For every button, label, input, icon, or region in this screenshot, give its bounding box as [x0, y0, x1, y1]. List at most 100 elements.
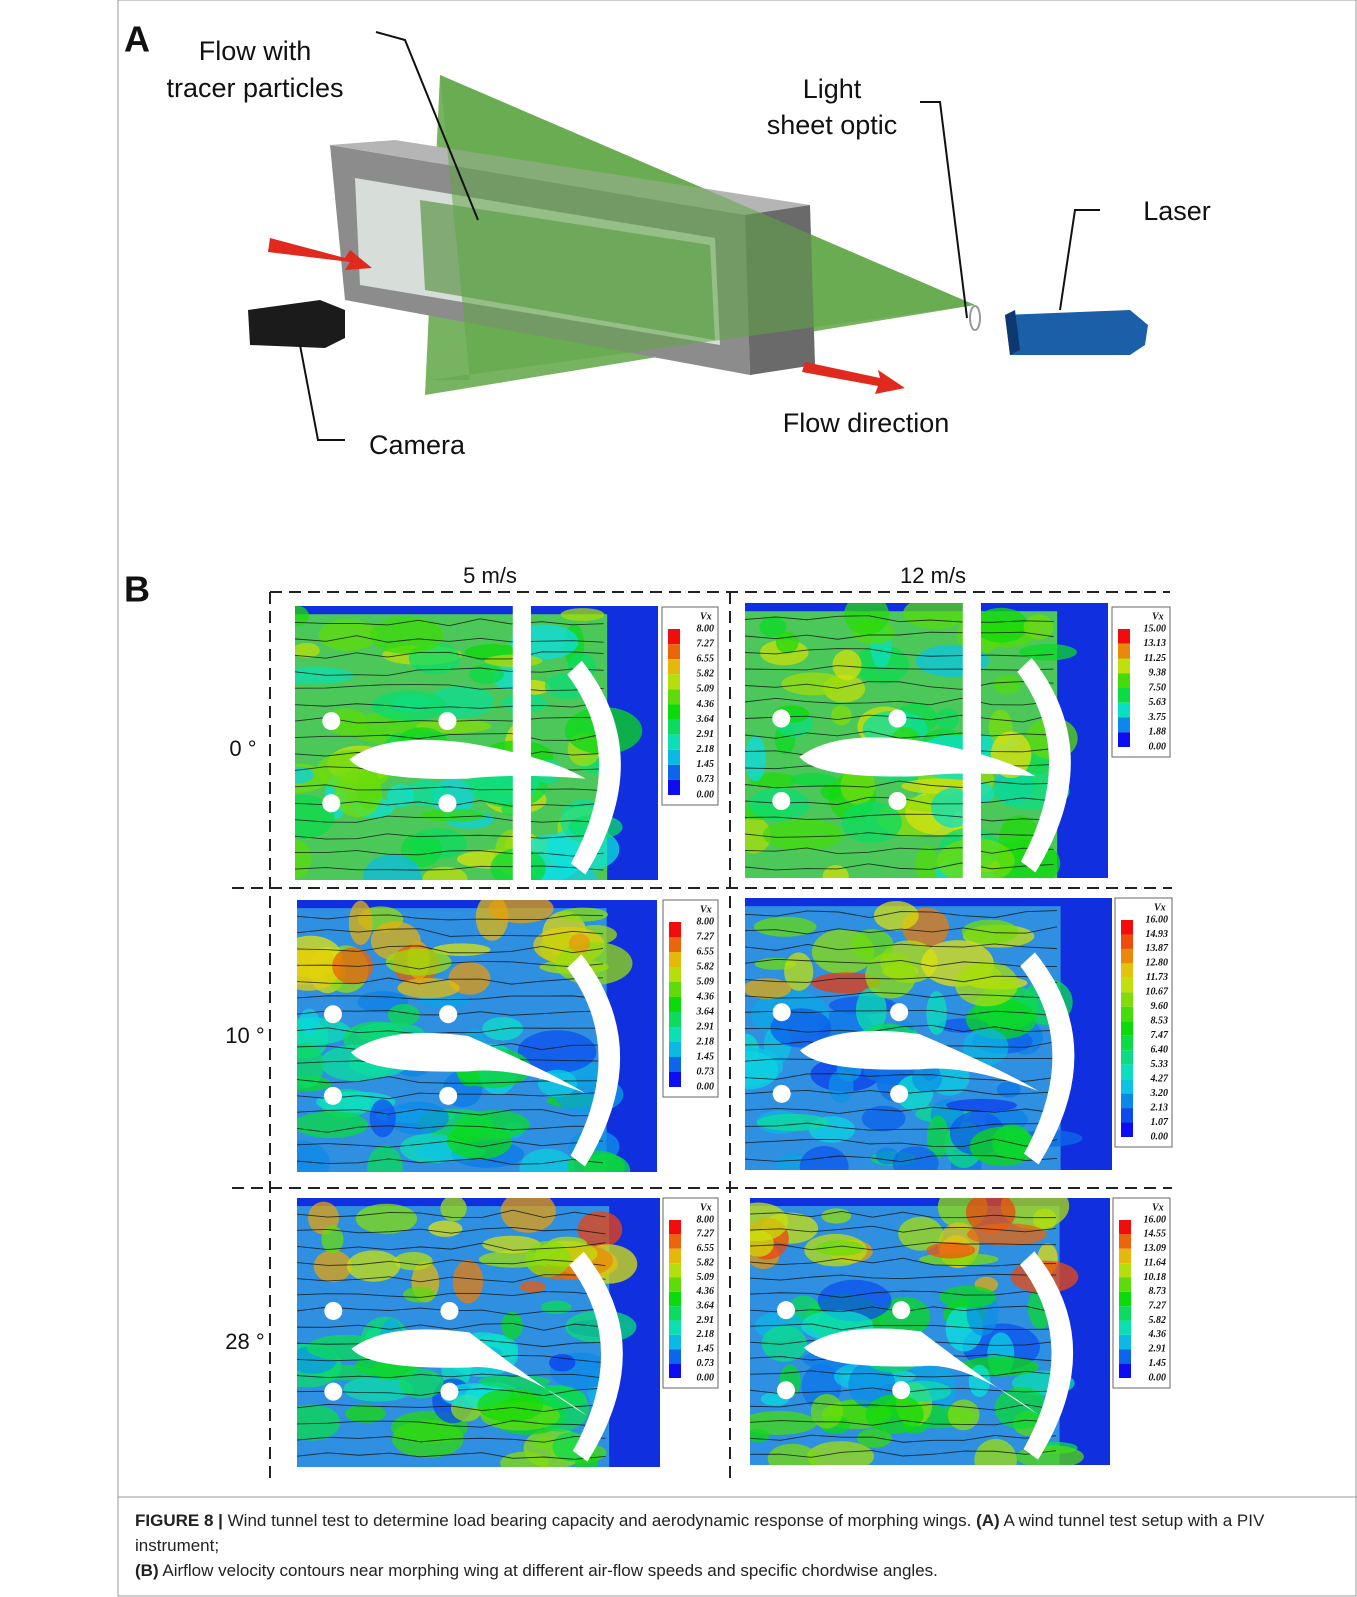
contour-blob: [745, 735, 766, 781]
colorbar-tick-label: 14.55: [1144, 1229, 1167, 1240]
row-label: 28 °: [225, 1329, 264, 1354]
contour-blob: [363, 854, 421, 897]
contour-blob: [541, 1301, 572, 1314]
contour-blob: [345, 1404, 386, 1422]
colorbar-tick-label: 5.09: [697, 684, 715, 695]
contour-blob: [453, 1260, 483, 1304]
contour-blob: [776, 631, 799, 653]
support-pin: [890, 1085, 908, 1103]
colorbar-swatch: [1121, 978, 1133, 992]
contour-blob: [370, 1099, 396, 1137]
contour-blob: [948, 1400, 980, 1431]
contour-field: [707, 898, 1112, 1188]
colorbar-title: Vx: [700, 611, 712, 622]
support-pin: [324, 1005, 342, 1023]
contour-field: [273, 1190, 660, 1480]
colorbar-swatch: [669, 937, 681, 952]
support-pin: [772, 792, 790, 810]
colorbar-tick-label: 11.25: [1144, 653, 1166, 664]
colorbar-swatch: [1121, 992, 1133, 1006]
colorbar-swatch: [1121, 920, 1133, 934]
contour-blob: [525, 1241, 570, 1277]
colorbar-swatch: [1121, 963, 1133, 977]
colorbar-swatch: [1121, 1050, 1133, 1064]
colorbar-tick-label: 5.82: [697, 1257, 715, 1268]
caption-text: Airflow velocity contours near morphing …: [162, 1561, 937, 1580]
colorbar-tick-label: 10.67: [1146, 987, 1170, 998]
colorbar-tick-label: 4.36: [1148, 1329, 1167, 1340]
contour-blob: [821, 1208, 851, 1223]
contour-blob: [558, 908, 608, 922]
support-pin: [439, 1005, 457, 1023]
colorbar-tick-label: 13.87: [1146, 943, 1170, 954]
contour-blob: [477, 1388, 543, 1422]
colorbar-tick-label: 5.82: [1149, 1315, 1167, 1326]
colorbar-tick-label: 2.18: [696, 1036, 715, 1047]
colorbar-swatch: [669, 1263, 681, 1277]
colorbar-tick-label: 5.33: [1151, 1059, 1169, 1070]
colorbar-tick-label: 6.55: [697, 946, 715, 957]
colorbar-swatch: [668, 765, 680, 780]
colorbar-tick-label: 0.00: [1151, 1131, 1169, 1142]
support-pin: [892, 1381, 910, 1399]
contour-plot: Vx8.007.276.555.825.094.363.642.912.181.…: [263, 606, 718, 898]
panel-label: B: [124, 569, 150, 610]
support-pin: [777, 1301, 795, 1319]
support-pin: [324, 1087, 342, 1105]
annotation: Light: [803, 74, 862, 104]
colorbar-swatch: [668, 704, 680, 719]
support-pin: [324, 1302, 342, 1320]
colorbar-swatch: [1119, 1249, 1131, 1263]
colorbar-tick-label: 1.45: [697, 759, 715, 770]
colorbar-tick-label: 0.00: [1149, 1372, 1167, 1383]
contour-blob: [967, 1223, 1047, 1245]
column-label: 5 m/s: [463, 563, 517, 588]
contour-blob: [866, 1395, 924, 1434]
support-bar: [963, 603, 981, 878]
contour-blob: [561, 608, 605, 621]
support-pin: [892, 1301, 910, 1319]
colorbar-tick-label: 1.88: [1149, 727, 1167, 738]
contour-blob: [520, 1281, 546, 1293]
colorbar-swatch: [669, 952, 681, 967]
annotation: tracer particles: [166, 73, 343, 103]
colorbar-tick-label: 0.00: [697, 789, 715, 800]
contour-blob: [421, 809, 486, 822]
colorbar-title: Vx: [1152, 1202, 1164, 1213]
colorbar-tick-label: 0.00: [1149, 741, 1167, 752]
colorbar-title: Vx: [700, 1202, 712, 1213]
colorbar-tick-label: 13.13: [1144, 638, 1167, 649]
support-pin: [438, 794, 456, 812]
support-pin: [888, 710, 906, 728]
colorbar-swatch: [669, 1220, 681, 1234]
contour-blob: [500, 1452, 549, 1475]
support-pin: [777, 1381, 795, 1399]
colorbar-swatch: [1118, 703, 1130, 718]
colorbar-swatch: [1118, 673, 1130, 688]
annotation: sheet optic: [767, 110, 898, 140]
contour-blob: [939, 1286, 996, 1309]
support-pin: [322, 794, 340, 812]
colorbar-swatch: [1118, 718, 1130, 733]
colorbar-tick-label: 2.91: [696, 729, 715, 740]
contour-blob: [926, 991, 947, 1035]
colorbar-swatch: [1121, 1079, 1133, 1093]
colorbar-tick-label: 8.00: [697, 1214, 715, 1225]
contour-plot: Vx16.0014.5513.0911.6410.188.737.275.824…: [729, 1182, 1170, 1480]
caption-label: FIGURE 8 |: [135, 1511, 223, 1530]
colorbar-swatch: [668, 629, 680, 644]
colorbar-tick-label: 8.73: [1149, 1286, 1167, 1297]
support-bar: [513, 606, 531, 880]
contour-blob: [974, 608, 1028, 643]
colorbar-tick-label: 2.91: [1148, 1344, 1167, 1355]
colorbar-title: Vx: [1154, 902, 1166, 913]
contour-blob: [844, 594, 889, 635]
colorbar-swatch: [669, 1321, 681, 1335]
colorbar-tick-label: 0.73: [697, 1066, 715, 1077]
colorbar-swatch: [668, 644, 680, 659]
contour-blob: [720, 1051, 778, 1089]
contour-blob: [1019, 644, 1077, 661]
colorbar-tick-label: 3.64: [696, 1006, 715, 1017]
colorbar-swatch: [1121, 1007, 1133, 1021]
colorbar-tick-label: 4.36: [696, 991, 715, 1002]
